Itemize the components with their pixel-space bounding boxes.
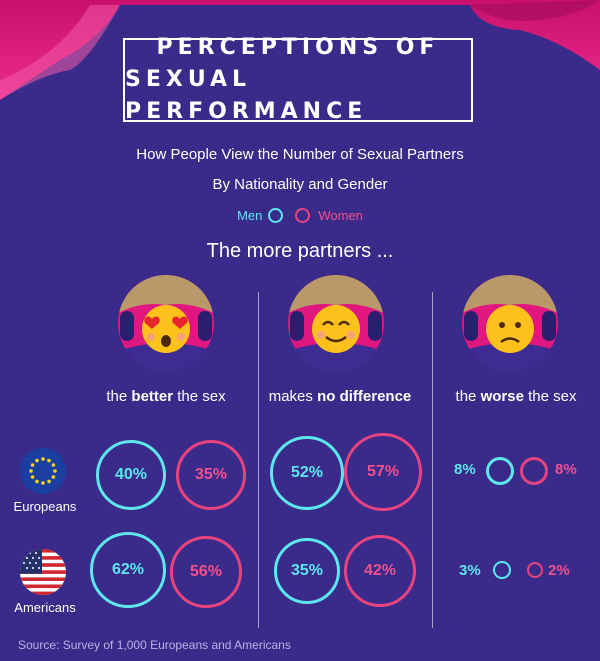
column-label-no-difference: makes no difference: [268, 388, 412, 405]
smiling-emoji-icon: [288, 275, 384, 371]
subtitle-line-2: By Nationality and Gender: [212, 176, 388, 193]
stat-circle: 40%: [96, 440, 166, 510]
eu-flag-icon: [20, 448, 66, 494]
stat-circle: 52%: [270, 436, 344, 510]
column-divider-1: [258, 292, 259, 628]
value-label: 2%: [548, 562, 570, 579]
column-label-better: the better the sex: [106, 388, 226, 405]
value-label: 8%: [454, 461, 476, 478]
value-label: 8%: [555, 461, 577, 478]
value-label: 3%: [459, 562, 481, 579]
stat-ring: [527, 562, 543, 578]
legend-women-label: Women: [318, 208, 363, 223]
stat-circle: 62%: [90, 532, 166, 608]
heart-eyes-emoji-icon: [118, 275, 214, 371]
column-label-worse: the worse the sex: [455, 388, 577, 405]
stat-ring: [520, 457, 548, 485]
column-divider-2: [432, 292, 433, 628]
stat-circle: 56%: [170, 536, 242, 608]
title-line-2: SEXUAL PERFORMANCE: [125, 67, 368, 124]
title-line-1: PERCEPTIONS OF: [156, 35, 440, 60]
stat-circle: 57%: [344, 433, 422, 511]
frowning-emoji-icon: [462, 275, 558, 371]
subtitle-line-1: How People View the Number of Sexual Par…: [136, 146, 464, 163]
us-flag-icon: [20, 549, 66, 595]
stat-ring: [493, 561, 511, 579]
row-label-europeans: Europeans: [13, 499, 77, 514]
row-label-americans: Americans: [14, 600, 76, 615]
stat-ring: [486, 457, 514, 485]
stat-circle: 35%: [176, 440, 246, 510]
lead-text: The more partners ...: [206, 240, 394, 262]
source-note: Source: Survey of 1,000 Europeans and Am…: [18, 638, 291, 652]
legend: Men Women: [0, 208, 600, 223]
legend-men-label: Men: [237, 208, 263, 223]
title-box: PERCEPTIONS OF SEXUAL PERFORMANCE: [123, 35, 473, 124]
stat-circle: 42%: [344, 535, 416, 607]
legend-men-ring-icon: [268, 208, 284, 223]
stat-circle: 35%: [274, 538, 340, 604]
legend-women-ring-icon: [295, 208, 311, 223]
